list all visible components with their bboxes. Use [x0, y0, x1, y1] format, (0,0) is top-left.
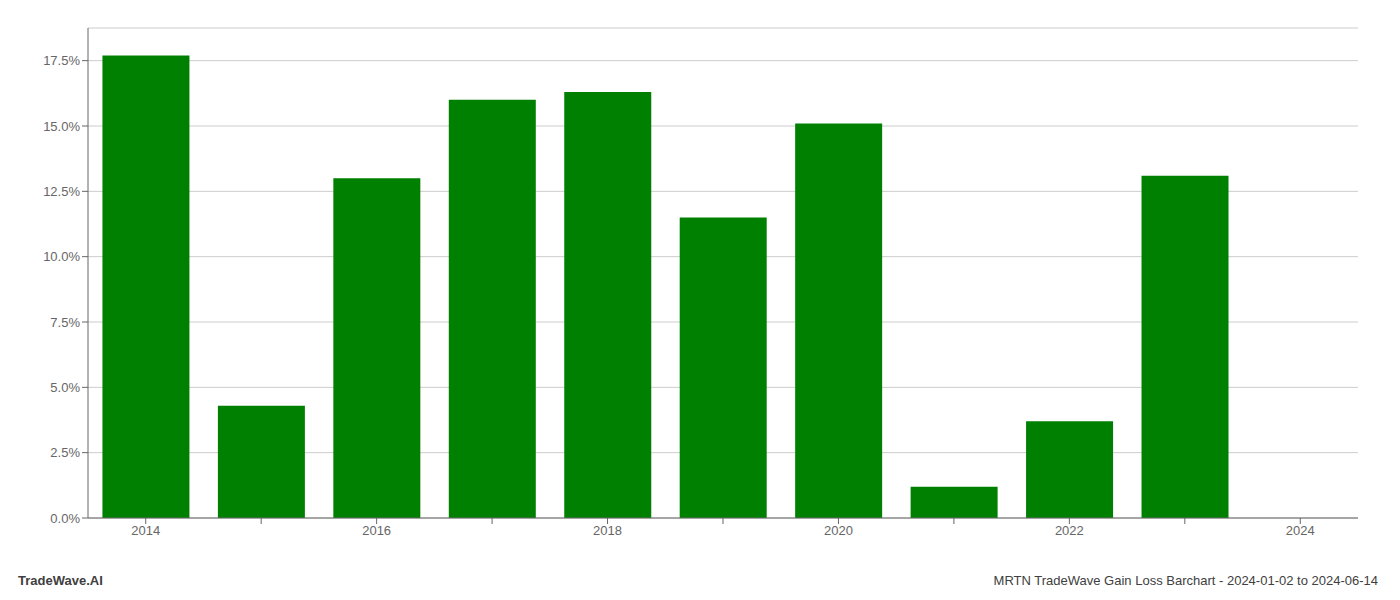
- svg-text:5.0%: 5.0%: [50, 380, 80, 395]
- svg-text:7.5%: 7.5%: [50, 315, 80, 330]
- svg-text:2018: 2018: [593, 523, 622, 538]
- svg-text:2.5%: 2.5%: [50, 445, 80, 460]
- html-text:TradeWave.AI: TradeWave.AI: [18, 573, 103, 588]
- svg-text:2016: 2016: [362, 523, 391, 538]
- svg-text:12.5%: 12.5%: [43, 184, 80, 199]
- svg-text:2014: 2014: [131, 523, 160, 538]
- html-text:MRTN TradeWave Gain Loss Barch: MRTN TradeWave Gain Loss Barchart - 2024…: [993, 573, 1378, 588]
- svg-text:2022: 2022: [1055, 523, 1084, 538]
- svg-text:2024: 2024: [1286, 523, 1315, 538]
- svg-text:0.0%: 0.0%: [50, 511, 80, 526]
- svg-text:15.0%: 15.0%: [43, 119, 80, 134]
- svg-text:10.0%: 10.0%: [43, 249, 80, 264]
- svg-text:17.5%: 17.5%: [43, 53, 80, 68]
- svg-text:2020: 2020: [824, 523, 853, 538]
